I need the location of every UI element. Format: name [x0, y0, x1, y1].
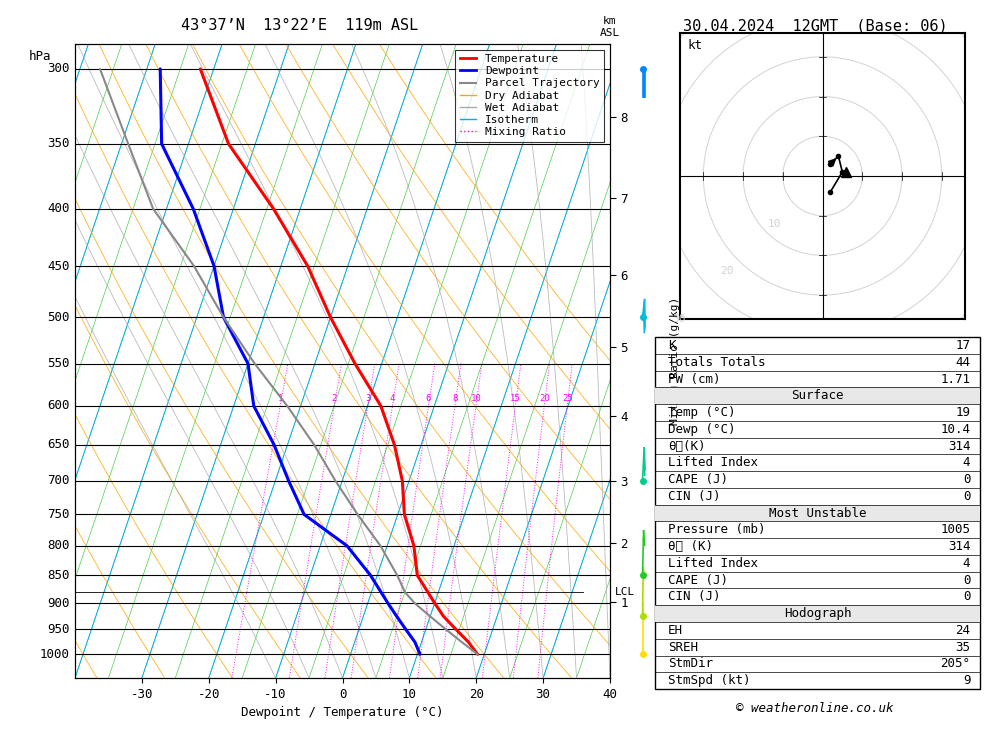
Text: 800: 800	[47, 539, 70, 552]
Text: Dewp (°C): Dewp (°C)	[668, 423, 736, 436]
Text: Lifted Index: Lifted Index	[668, 457, 758, 469]
Text: 10: 10	[471, 394, 481, 402]
Text: Most Unstable: Most Unstable	[769, 507, 866, 520]
Text: 500: 500	[47, 311, 70, 324]
Text: 8: 8	[452, 394, 458, 402]
Bar	[655, 605, 980, 622]
Text: 10: 10	[768, 218, 782, 229]
Text: 44: 44	[955, 356, 970, 369]
Text: 314: 314	[948, 440, 970, 452]
Text: 4: 4	[963, 457, 970, 469]
Text: 25: 25	[562, 394, 573, 402]
Bar	[655, 388, 980, 404]
Text: StmSpd (kt): StmSpd (kt)	[668, 674, 750, 687]
Text: 850: 850	[47, 569, 70, 582]
Legend: Temperature, Dewpoint, Parcel Trajectory, Dry Adiabat, Wet Adiabat, Isotherm, Mi: Temperature, Dewpoint, Parcel Trajectory…	[455, 50, 604, 141]
Text: 650: 650	[47, 438, 70, 452]
Text: StmDir: StmDir	[668, 658, 713, 671]
Text: 19: 19	[955, 406, 970, 419]
Y-axis label: Mixing Ratio (g/kg): Mixing Ratio (g/kg)	[670, 297, 680, 425]
Text: 15: 15	[510, 394, 521, 402]
Text: 700: 700	[47, 474, 70, 487]
Text: CIN (J): CIN (J)	[668, 490, 720, 503]
Text: 750: 750	[47, 508, 70, 521]
Text: K: K	[668, 339, 676, 352]
Text: hPa: hPa	[29, 51, 51, 63]
Text: EH: EH	[668, 624, 683, 637]
Text: 6: 6	[426, 394, 431, 402]
Text: 30: 30	[673, 314, 686, 324]
Text: 0: 0	[963, 490, 970, 503]
Text: 4: 4	[963, 557, 970, 570]
Text: 350: 350	[47, 137, 70, 150]
Text: 600: 600	[47, 399, 70, 413]
Bar	[655, 505, 980, 521]
Text: 9: 9	[963, 674, 970, 687]
Text: CIN (J): CIN (J)	[668, 590, 720, 603]
Text: 43°37’N  13°22’E  119m ASL: 43°37’N 13°22’E 119m ASL	[181, 18, 418, 33]
Text: SREH: SREH	[668, 641, 698, 654]
Text: Temp (°C): Temp (°C)	[668, 406, 736, 419]
Text: 1000: 1000	[40, 648, 70, 661]
Text: 314: 314	[948, 540, 970, 553]
Text: CAPE (J): CAPE (J)	[668, 574, 728, 586]
Text: 10.4: 10.4	[940, 423, 970, 436]
Text: θᴇ (K): θᴇ (K)	[668, 540, 713, 553]
Text: θᴇ(K): θᴇ(K)	[668, 440, 706, 452]
Text: 20: 20	[720, 266, 734, 276]
Text: 4: 4	[390, 394, 395, 402]
Text: km
ASL: km ASL	[600, 16, 620, 37]
Text: 300: 300	[47, 62, 70, 75]
Text: 0: 0	[963, 574, 970, 586]
Text: Hodograph: Hodograph	[784, 607, 851, 620]
Text: 17: 17	[955, 339, 970, 352]
Text: Lifted Index: Lifted Index	[668, 557, 758, 570]
Text: Pressure (mb): Pressure (mb)	[668, 523, 766, 537]
Text: 30.04.2024  12GMT  (Base: 06): 30.04.2024 12GMT (Base: 06)	[683, 18, 947, 33]
Text: LCL: LCL	[615, 587, 636, 597]
Text: 400: 400	[47, 202, 70, 216]
Text: 2: 2	[332, 394, 337, 402]
Text: 24: 24	[955, 624, 970, 637]
Text: kt: kt	[688, 39, 703, 52]
Text: 1: 1	[277, 394, 283, 402]
Text: 550: 550	[47, 357, 70, 370]
Text: © weatheronline.co.uk: © weatheronline.co.uk	[736, 701, 894, 715]
X-axis label: Dewpoint / Temperature (°C): Dewpoint / Temperature (°C)	[241, 707, 444, 719]
Text: Surface: Surface	[791, 389, 844, 402]
Text: 950: 950	[47, 623, 70, 636]
Text: 450: 450	[47, 259, 70, 273]
Text: 0: 0	[963, 473, 970, 486]
Text: CAPE (J): CAPE (J)	[668, 473, 728, 486]
Text: 35: 35	[955, 641, 970, 654]
Text: 900: 900	[47, 597, 70, 610]
Text: 20: 20	[539, 394, 550, 402]
Text: 0: 0	[963, 590, 970, 603]
Text: 1.71: 1.71	[940, 372, 970, 386]
Text: PW (cm): PW (cm)	[668, 372, 720, 386]
Text: Totals Totals: Totals Totals	[668, 356, 766, 369]
Text: 1005: 1005	[940, 523, 970, 537]
Text: 205°: 205°	[940, 658, 970, 671]
Text: 3: 3	[365, 394, 371, 402]
